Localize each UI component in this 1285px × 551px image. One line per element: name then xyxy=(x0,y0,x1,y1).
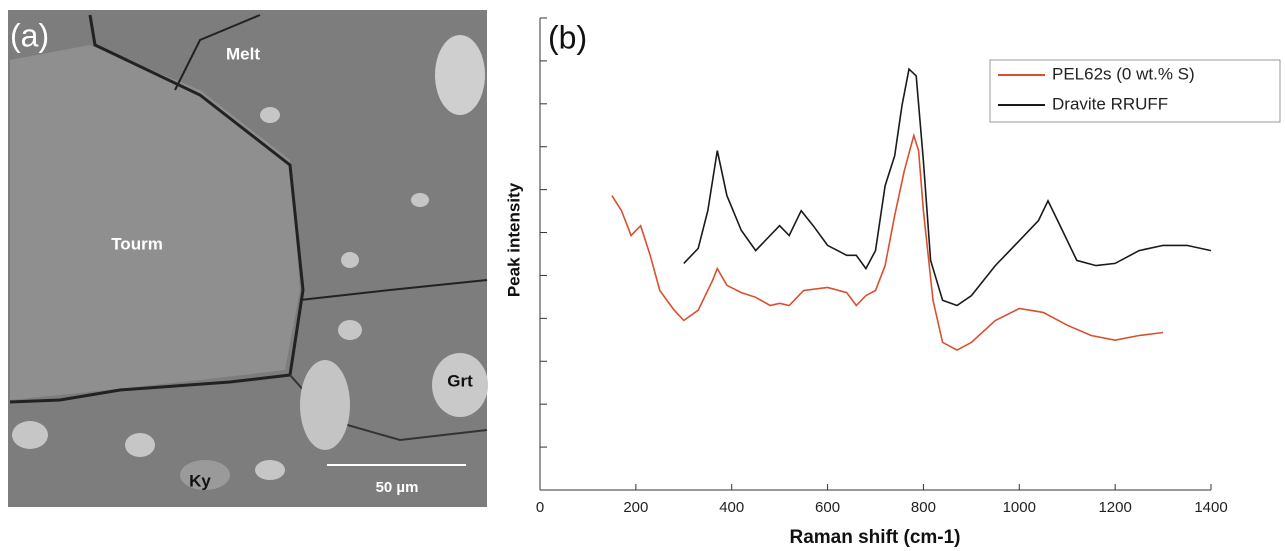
crack xyxy=(174,14,261,91)
series-line xyxy=(683,67,1212,307)
region-label: Melt xyxy=(226,44,260,63)
x-tick-label: 1400 xyxy=(1194,499,1227,516)
crack xyxy=(299,279,488,301)
x-tick-label: 400 xyxy=(719,499,744,516)
y-axis-label: Peak intensity xyxy=(504,182,523,297)
panel-label: (b) xyxy=(548,19,587,55)
x-tick-label: 1000 xyxy=(1003,499,1036,516)
panel-label: (a) xyxy=(10,17,49,53)
legend xyxy=(989,59,1281,123)
legend-label: Dravite RRUFF xyxy=(1052,94,1168,113)
region-label: Ky xyxy=(189,471,211,490)
x-tick-label: 800 xyxy=(911,499,936,516)
grain xyxy=(341,252,359,268)
x-tick-label: 200 xyxy=(623,499,648,516)
grain xyxy=(435,35,485,115)
series-line xyxy=(611,132,1164,352)
grain xyxy=(411,193,429,207)
tourmaline-grain xyxy=(10,45,300,400)
grain xyxy=(255,460,285,480)
micrograph: (a) Melt Tourm Grt Ky 50 µm xyxy=(8,10,488,507)
x-axis-label: Raman shift (cm-1) xyxy=(789,527,960,548)
x-tick-label: 600 xyxy=(815,499,840,516)
grain xyxy=(338,320,362,340)
grain xyxy=(12,421,48,449)
grain xyxy=(432,353,488,417)
region-label: Tourm xyxy=(111,234,163,253)
region-label: Grt xyxy=(447,371,473,390)
grain xyxy=(180,460,230,490)
grain xyxy=(125,433,155,457)
x-tick-label: 1200 xyxy=(1098,499,1131,516)
x-tick-label: 0 xyxy=(536,499,544,516)
crack xyxy=(9,14,305,404)
scale-label: 50 µm xyxy=(376,479,419,496)
grain xyxy=(260,107,280,123)
legend-label: PEL62s (0 wt.% S) xyxy=(1052,64,1195,83)
grain xyxy=(300,360,350,450)
